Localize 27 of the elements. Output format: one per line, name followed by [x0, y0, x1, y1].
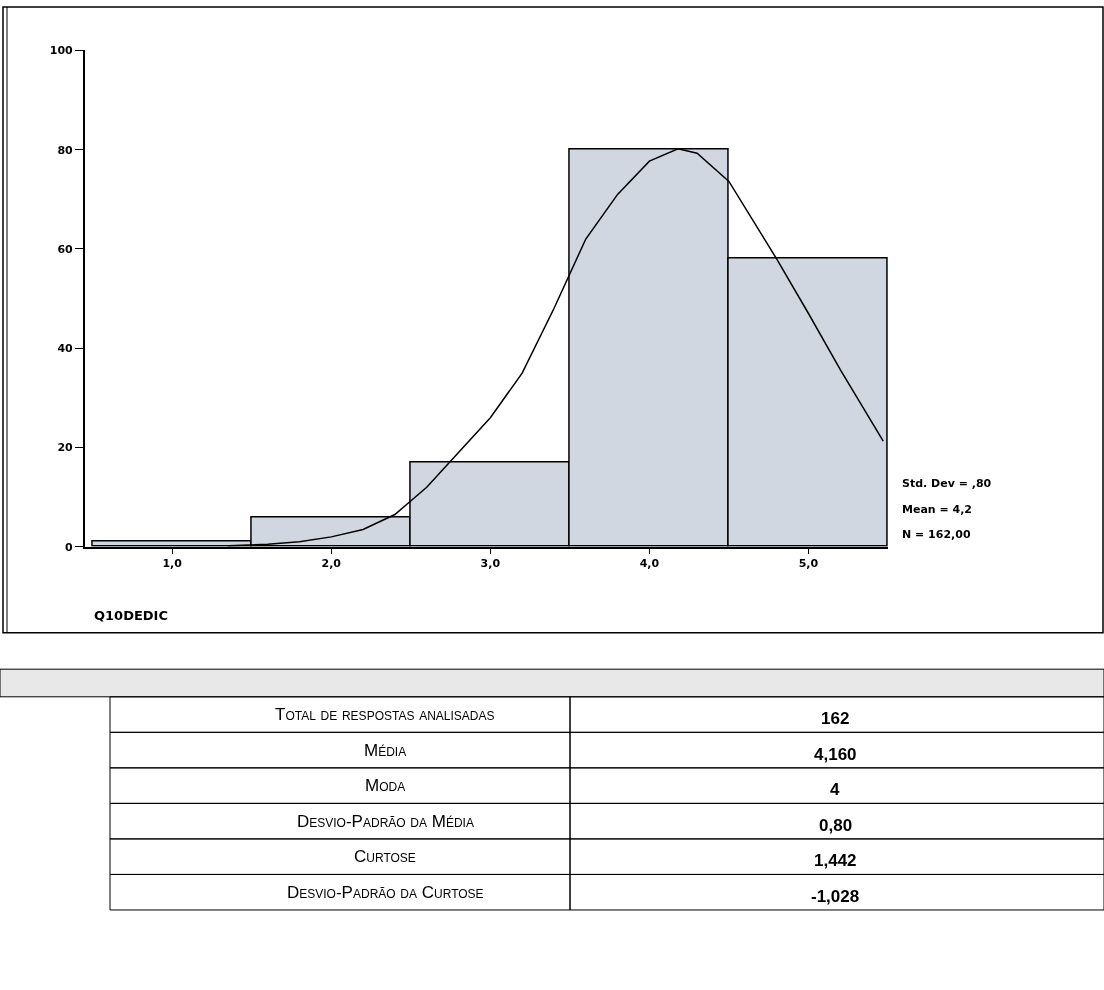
text: Std. Dev = ,80	[902, 477, 992, 490]
x-tick-label: 2,0	[321, 556, 342, 570]
y-tick-label: 60	[57, 242, 74, 256]
text: Desvio-Padrão da Média	[297, 812, 474, 831]
y-tick-label: 100	[49, 44, 74, 58]
y-tick-label: 0	[65, 540, 74, 554]
y-tick-label: 40	[57, 342, 74, 356]
text: 162	[821, 709, 850, 728]
x-tick-label: 1,0	[162, 556, 183, 570]
text: Total de respostas analisadas	[275, 705, 495, 724]
text: Moda	[365, 776, 406, 795]
text: 4,160	[814, 745, 857, 764]
text: N = 162,00	[902, 528, 971, 541]
x-tick-label: 5,0	[798, 556, 819, 570]
text: Desvio-Padrão da Curtose	[287, 883, 484, 902]
x-tick-label: 3,0	[480, 556, 501, 570]
text: -1,028	[811, 887, 860, 906]
x-tick-label: 4,0	[639, 556, 660, 570]
text: 1,442	[814, 851, 857, 870]
text: Média	[364, 741, 407, 760]
text: 0,80	[819, 816, 853, 835]
text: Mean = 4,2	[902, 503, 973, 516]
y-tick-label: 80	[57, 143, 74, 157]
x-axis-title: Q10DEDIC	[94, 608, 168, 623]
y-tick-label: 20	[57, 441, 74, 455]
text: Curtose	[354, 847, 416, 866]
text: 4	[830, 780, 840, 799]
